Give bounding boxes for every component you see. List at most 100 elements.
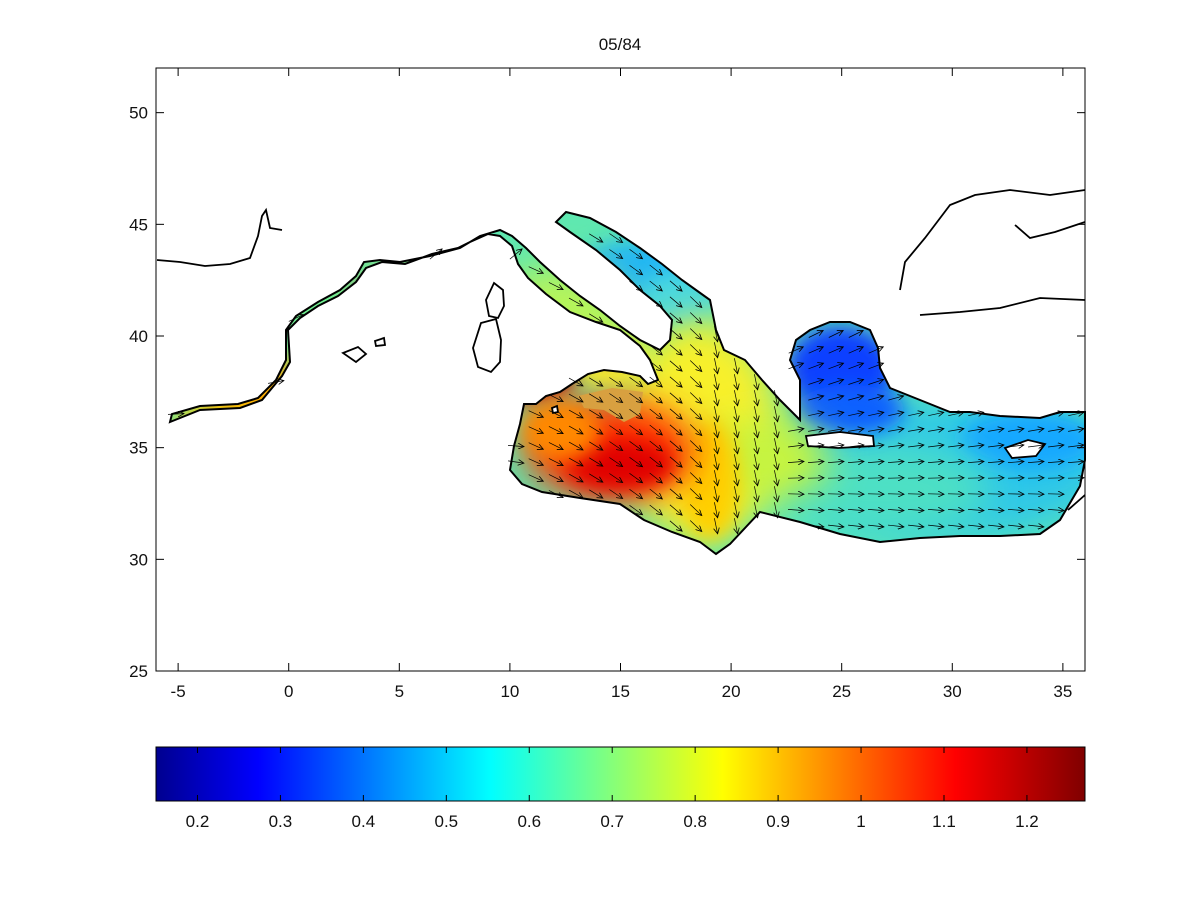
- vector-arrow: [629, 473, 643, 482]
- vector-arrow: [808, 445, 824, 447]
- vector-arrow: [754, 390, 757, 406]
- y-tick-label: 45: [129, 215, 148, 234]
- vector-arrow: [754, 454, 757, 470]
- vector-arrow: [589, 233, 603, 242]
- vector-arrow: [1007, 461, 1024, 462]
- colorbar-tick-label: 0.5: [434, 812, 458, 831]
- vector-arrow: [907, 509, 924, 510]
- vector-arrow: [568, 489, 583, 498]
- vector-arrow: [568, 377, 583, 386]
- vector-arrow: [167, 414, 184, 415]
- x-axis-ticks: -5 0 5 10 15 20 25 30 35: [171, 68, 1072, 701]
- vector-arrow: [848, 396, 863, 401]
- vector-arrow: [808, 412, 824, 415]
- land-coastlines: [156, 189, 1086, 511]
- vector-arrow: [1047, 461, 1064, 462]
- vector-arrow: [609, 425, 622, 435]
- vector-arrow: [689, 504, 702, 516]
- vector-arrow: [649, 392, 663, 403]
- vector-arrow: [714, 374, 717, 390]
- vector-arrow: [629, 425, 643, 434]
- vector-arrow: [774, 406, 777, 422]
- vector-arrow: [988, 445, 1004, 447]
- vector-arrow: [734, 422, 737, 438]
- vector-arrow: [609, 233, 622, 243]
- vector-arrow: [669, 408, 682, 419]
- vector-arrow: [548, 458, 563, 465]
- x-tick-label: 25: [832, 682, 851, 701]
- vector-arrow: [774, 390, 777, 406]
- vector-arrow: [927, 509, 944, 510]
- vector-arrow: [629, 457, 643, 466]
- vector-arrow: [649, 408, 663, 419]
- vector-arrow: [828, 445, 844, 447]
- vector-arrow: [774, 422, 777, 438]
- vector-arrow: [669, 440, 682, 451]
- vector-arrow: [714, 358, 717, 374]
- x-tick-label: -5: [171, 682, 186, 701]
- vector-arrow: [828, 429, 844, 432]
- vector-arrow: [1028, 445, 1044, 447]
- coast-black-sea: [899, 189, 1086, 291]
- vector-arrow: [827, 509, 844, 510]
- vector-arrow: [1068, 445, 1084, 447]
- vector-arrow: [988, 525, 1004, 527]
- vector-arrow: [689, 472, 702, 484]
- vector-arrow: [669, 392, 682, 403]
- vector-arrow: [967, 461, 984, 462]
- vector-arrow: [1067, 461, 1084, 462]
- vector-arrow: [848, 429, 864, 432]
- vector-arrow: [589, 489, 603, 498]
- vector-arrow: [888, 396, 903, 401]
- vector-arrow: [528, 442, 544, 450]
- vector-arrow: [948, 445, 964, 447]
- vector-arrow: [1068, 429, 1084, 432]
- colorbar-tick-label: 0.6: [517, 812, 541, 831]
- vector-arrow: [848, 347, 864, 354]
- vector-arrow: [734, 502, 737, 518]
- x-tick-label: 35: [1053, 682, 1072, 701]
- vector-arrow: [848, 525, 864, 527]
- vector-arrow: [714, 406, 717, 422]
- y-tick-label: 35: [129, 439, 148, 458]
- vector-arrow: [609, 393, 622, 403]
- vector-arrow: [568, 393, 583, 402]
- x-tick-label: 0: [284, 682, 293, 701]
- vector-arrow: [649, 280, 663, 291]
- vector-arrow: [669, 280, 682, 291]
- vector-arrow: [987, 509, 1004, 510]
- vector-arrow: [888, 525, 904, 527]
- vector-arrow: [754, 406, 757, 422]
- coast-red-sea-levant: [1067, 494, 1086, 511]
- colorbar-tick-label: 1.1: [932, 812, 956, 831]
- colorbar: [155, 746, 1086, 802]
- vector-arrow: [568, 409, 583, 418]
- vector-arrow: [848, 445, 864, 447]
- vector-arrow: [568, 297, 583, 306]
- vector-arrow: [689, 520, 702, 532]
- colorbar-tick-label: 1.2: [1015, 812, 1039, 831]
- colorbar-ticks: 0.2 0.3 0.4 0.5 0.6 0.7 0.8 0.9 1 1.1 1.2: [186, 747, 1039, 831]
- vector-arrow: [714, 454, 717, 470]
- vector-arrow: [1008, 525, 1024, 527]
- vector-arrow: [754, 374, 757, 390]
- vector-arrow: [948, 525, 964, 527]
- vector-arrow: [714, 342, 717, 358]
- vector-arrow: [734, 454, 737, 470]
- vector-arrow: [689, 456, 702, 468]
- island-sicily: [578, 388, 643, 422]
- vector-arrow: [629, 377, 643, 386]
- y-tick-label: 25: [129, 662, 148, 681]
- y-tick-label: 30: [129, 550, 148, 569]
- vector-arrow: [788, 429, 804, 432]
- vector-arrow: [928, 445, 944, 447]
- vector-arrow: [928, 525, 944, 527]
- vector-arrow: [734, 390, 737, 406]
- vector-arrow: [807, 509, 824, 510]
- vector-arrow: [788, 445, 804, 447]
- vector-arrow: [754, 502, 757, 518]
- vector-arrow: [669, 360, 682, 371]
- vector-arrow: [847, 461, 864, 462]
- vector-arrow: [589, 457, 603, 466]
